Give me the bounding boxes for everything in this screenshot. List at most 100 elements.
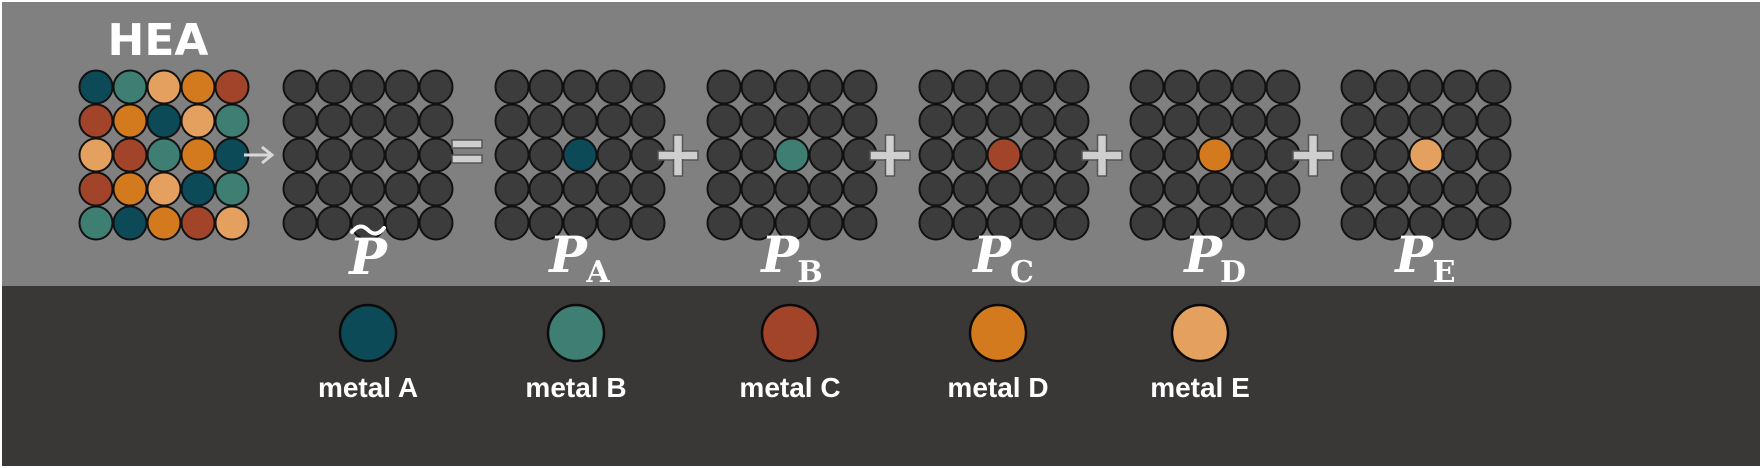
legend-label: metal C [739, 372, 840, 403]
atom [282, 137, 318, 173]
atom [1231, 103, 1267, 139]
atom [146, 69, 182, 105]
atom [774, 69, 810, 105]
atom [350, 171, 386, 207]
atom [1374, 69, 1410, 105]
atom [808, 69, 844, 105]
atom [350, 69, 386, 105]
atom [528, 69, 564, 105]
atom [1054, 205, 1090, 241]
lattice-p-b [706, 69, 878, 241]
atom [494, 103, 530, 139]
atom [418, 171, 454, 207]
atom [918, 171, 954, 207]
atom [214, 205, 250, 241]
atom [214, 137, 250, 173]
atom [1374, 137, 1410, 173]
atom [180, 69, 216, 105]
legend-label: metal B [525, 372, 626, 403]
atom [596, 171, 632, 207]
atom [808, 103, 844, 139]
atom [596, 103, 632, 139]
projection-subscript: B [797, 255, 822, 290]
legend-swatch [760, 303, 820, 363]
atom [146, 103, 182, 139]
atom [1340, 69, 1376, 105]
legend-item-metal-c: metal C [739, 303, 841, 403]
atom [316, 171, 352, 207]
atom [316, 205, 352, 241]
atom [1129, 69, 1165, 105]
atom [740, 137, 776, 173]
atom [78, 205, 114, 241]
lattice-p-d [1129, 69, 1301, 241]
hea-title: HEA [108, 15, 209, 66]
atom [1163, 137, 1199, 173]
atom [1231, 137, 1267, 173]
legend-swatch [546, 303, 606, 363]
atom [1408, 103, 1444, 139]
atom [986, 137, 1022, 173]
atom [918, 205, 954, 241]
atom [316, 69, 352, 105]
atom [1265, 103, 1301, 139]
atom [180, 137, 216, 173]
atom [1340, 137, 1376, 173]
atom [706, 137, 742, 173]
atom [1054, 103, 1090, 139]
atom [180, 171, 216, 207]
atom [1408, 137, 1444, 173]
atom [418, 137, 454, 173]
atom [1129, 103, 1165, 139]
projection-symbol: P [1182, 225, 1223, 284]
atom [952, 69, 988, 105]
atom [842, 205, 878, 241]
atom [1442, 205, 1478, 241]
projection-symbol: P [971, 225, 1012, 284]
atom [562, 171, 598, 207]
atom [1442, 69, 1478, 105]
atom [494, 205, 530, 241]
atom [1374, 103, 1410, 139]
atom [1265, 69, 1301, 105]
arrow-operator [244, 145, 275, 165]
atom [842, 103, 878, 139]
atom [1020, 69, 1056, 105]
atom [1054, 69, 1090, 105]
legend-swatch [338, 303, 398, 363]
legend-label: metal D [947, 372, 1048, 403]
atom [986, 103, 1022, 139]
atom [1197, 171, 1233, 207]
atom [952, 137, 988, 173]
atom [112, 137, 148, 173]
atom [494, 137, 530, 173]
atom [494, 171, 530, 207]
atom [1231, 205, 1267, 241]
atom [146, 205, 182, 241]
atom [146, 171, 182, 207]
atom [112, 171, 148, 207]
atom [384, 171, 420, 207]
atom [350, 103, 386, 139]
legend-label: metal A [318, 372, 418, 403]
projection-label-b: PB [759, 225, 822, 290]
atom [740, 103, 776, 139]
atom [1476, 171, 1512, 207]
atom [1129, 205, 1165, 241]
atom [180, 205, 216, 241]
atom [630, 171, 666, 207]
atom [1476, 69, 1512, 105]
hea-lattice [78, 69, 250, 241]
atom [1476, 103, 1512, 139]
atom [1340, 103, 1376, 139]
projection-label-d: PD [1182, 225, 1246, 290]
atom [1442, 171, 1478, 207]
projection-symbol: P [1393, 225, 1434, 284]
atom [78, 137, 114, 173]
atom [1408, 69, 1444, 105]
atom [706, 171, 742, 207]
atom [808, 205, 844, 241]
atom [316, 103, 352, 139]
